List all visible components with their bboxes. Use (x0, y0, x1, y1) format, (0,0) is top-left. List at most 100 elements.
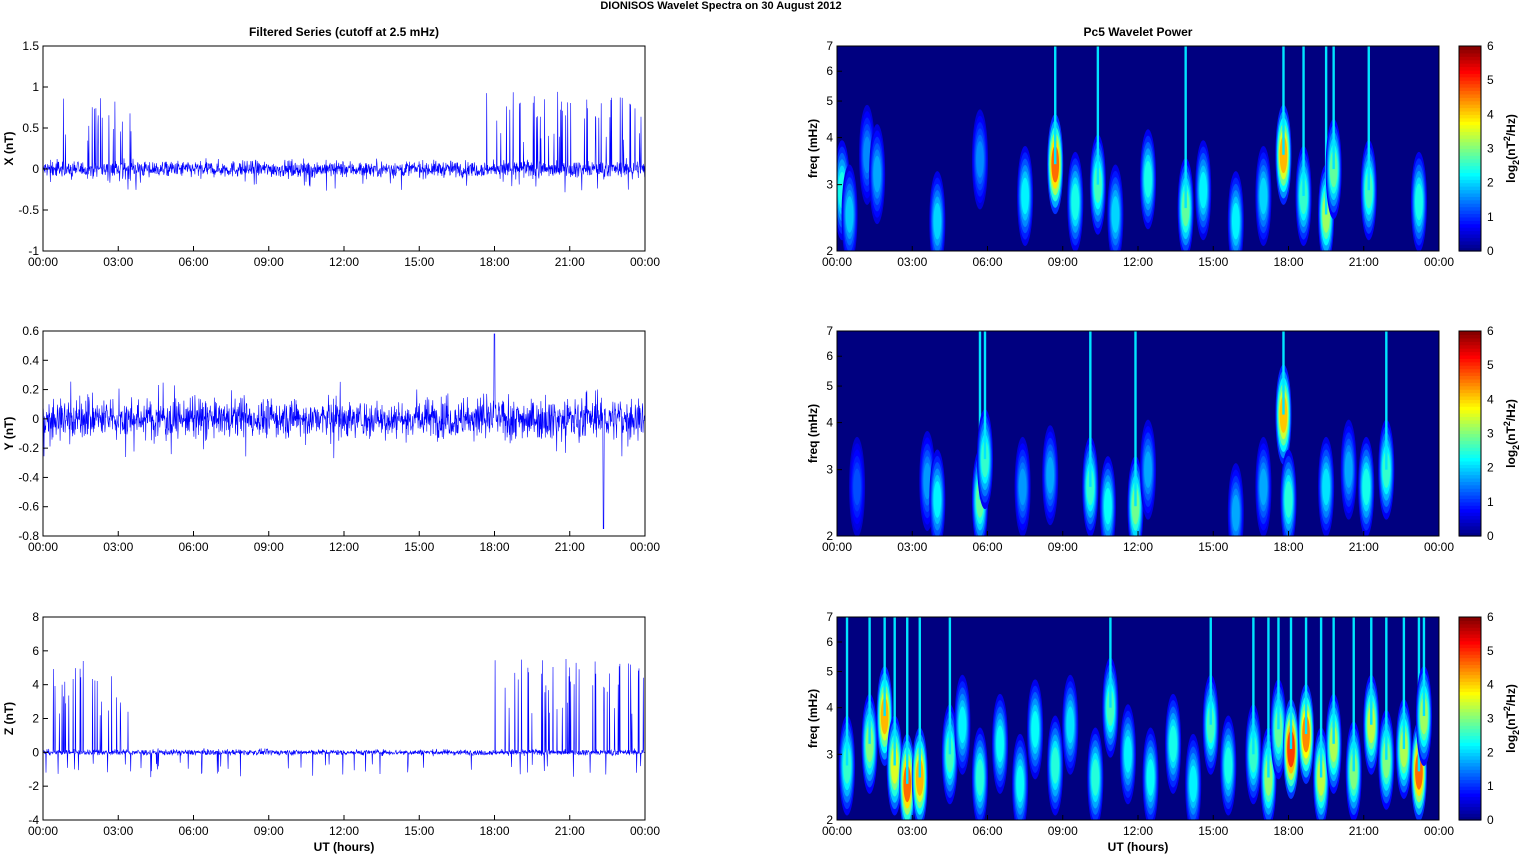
spectrum-1-blob-8 (1067, 151, 1084, 251)
spectrum-3-colorbar-label-part-3: 2 (1502, 706, 1512, 711)
spectrum-1-colorbar-label-part-4: /Hz) (1504, 114, 1518, 136)
spectrum-3-blob-2 (876, 617, 893, 766)
spectrum-1-colorbar-tick-2: 2 (1487, 176, 1494, 190)
panel-x-series-line (42, 91, 646, 193)
spectrum-2-colorbar-tick-1: 1 (1487, 495, 1494, 509)
panel-x-xtick-label-4: 12:00 (329, 255, 359, 269)
spectrum-3-blob-24 (1270, 617, 1287, 780)
panel-x-xtick-label-7: 21:00 (555, 255, 585, 269)
spectrum-2-blob-10 (1140, 419, 1157, 520)
panel-y-xtick-label-6: 18:00 (479, 540, 509, 554)
panel-z-ylabel: Z (nT) (2, 702, 16, 735)
spectrum-3-chart: 2 3 4 5 6 7 freq (mHz) (806, 610, 1440, 827)
spectrum-3-ytick-label-0: 2 (826, 813, 833, 827)
spectrum-2-xtick-label-6: 18:00 (1273, 540, 1303, 554)
spectrum-3-blob-6 (941, 617, 958, 805)
spectrum-3-xtick-label-0: 00:00 (822, 824, 852, 838)
spectrum-3-blob-13 (1062, 674, 1079, 775)
panel-z-ytick-label-0: -4 (28, 813, 39, 827)
spectrum-3-blob-8 (971, 727, 988, 820)
spectrum-2-colorbar-tick-3: 3 (1487, 427, 1494, 441)
panel-y-ylabel: Y (nT) (2, 417, 16, 451)
spectrum-1-blob-13 (1195, 140, 1212, 241)
panel-y-series-line (42, 333, 646, 529)
spectrum-3-colorbar-label: log2(nT2/Hz) (1502, 684, 1521, 753)
spectrum-2-blob-13 (1275, 331, 1292, 465)
spectrum-1-xtick-label-2: 06:00 (972, 255, 1002, 269)
panel-z-xtick-label-7: 21:00 (555, 824, 585, 838)
spectrum-1-background (837, 46, 1439, 251)
spectrum-2-xtick-label-8: 00:00 (1424, 540, 1454, 554)
spectrum-3-xtick-label-3: 09:00 (1048, 824, 1078, 838)
panel-x-plot-area (43, 46, 645, 251)
spectrum-1-xtick-label-5: 15:00 (1198, 255, 1228, 269)
spectrum-2-xtick-label-1: 03:00 (897, 540, 927, 554)
spectrum-3-blob-12 (1047, 715, 1064, 816)
panel-y-ytick-label-0: -0.8 (18, 529, 39, 543)
spectrum-3-colorbar-tick-1: 1 (1487, 779, 1494, 793)
spectrum-3-colorbar-label-part-2: (nT (1504, 711, 1518, 730)
panel-x-xtick-label-0: 00:00 (28, 255, 58, 269)
spectrum-2-colorbar-tick-5: 5 (1487, 358, 1494, 372)
panel-y-xtick-label-0: 00:00 (28, 540, 58, 554)
spectrum-3-blob-29 (1345, 617, 1362, 820)
spectrum-2-chart: 2 3 4 5 6 7 freq (mHz) (806, 324, 1440, 543)
spectrum-1-blob-19 (1325, 46, 1342, 220)
panel-z-ytick-label-4: 4 (32, 678, 39, 692)
panel-x-xtick-label-2: 06:00 (178, 255, 208, 269)
spectrum-1-colorbar-tick-0: 0 (1487, 244, 1494, 258)
spectrum-3-colorbar-frame (1458, 616, 1482, 821)
panel-x-xtick-label-8: 00:00 (630, 255, 660, 269)
panel-y-ytick-label-7: 0.6 (22, 324, 39, 338)
spectrum-1-colorbar-label-part-2: (nT (1504, 141, 1518, 160)
spectrum-3-xtick-label-7: 21:00 (1349, 824, 1379, 838)
spectrum-1-blob-17 (1295, 46, 1312, 246)
spectrum-1-ytick-label-4: 6 (826, 64, 833, 78)
spectrum-1-colorbar-tick-3: 3 (1487, 142, 1494, 156)
spectrum-2-ytick-label-0: 2 (826, 529, 833, 543)
spectrum-3-blob-3 (886, 617, 903, 816)
spectrum-3-xtick-label-6: 18:00 (1273, 824, 1303, 838)
spectrum-1-ylabel: freq (mHz) (806, 119, 820, 178)
spectrum-2-ytick-label-1: 3 (826, 463, 833, 477)
spectrum-2-blob-11 (1227, 463, 1244, 536)
spectrum-3-blob-17 (1142, 727, 1159, 820)
panel-y-ytick-label-1: -0.6 (18, 500, 39, 514)
spectrum-3-blob-7 (954, 674, 971, 775)
panel-y-xtick-label-1: 03:00 (103, 540, 133, 554)
spectrum-1-ytick-label-3: 5 (826, 94, 833, 108)
spectrum-3-colorbar-tick-0: 0 (1487, 813, 1494, 827)
spectrum-1-chart: 2 3 4 5 6 7 freq (mHz) (806, 39, 1440, 258)
spectrum-1-blob-15 (1255, 145, 1272, 246)
spectrum-3-blob-10 (1012, 733, 1029, 820)
spectrum-3-blob-28 (1325, 617, 1342, 794)
spectrum-3-ytick-label-3: 5 (826, 665, 833, 679)
spectrum-1-xtick-label-3: 09:00 (1048, 255, 1078, 269)
panel-z-xtick-label-1: 03:00 (103, 824, 133, 838)
spectrum-1-blobs (837, 46, 1427, 251)
spectrum-2-blob-7 (1082, 331, 1099, 536)
panel-x-ylabel: X (nT) (2, 132, 16, 166)
spectrum-2-blob-0 (849, 436, 866, 536)
spectrum-1-blob-9 (1089, 46, 1106, 235)
panel-y-plot-area (43, 331, 645, 536)
spectrum-2-blob-6 (1042, 425, 1059, 526)
spectrum-3-blob-11 (1027, 679, 1044, 780)
spectrum-1-blob-11 (1140, 129, 1157, 230)
spectrum-1-colorbar-tick-5: 5 (1487, 73, 1494, 87)
spectrum-1-xtick-label-8: 00:00 (1424, 255, 1454, 269)
spectrum-1-blob-1 (841, 164, 858, 251)
panel-y-ytick-label-3: -0.2 (18, 441, 39, 455)
panel-z-xtick-label-6: 18:00 (479, 824, 509, 838)
spectrum-1-ytick-label-5: 7 (826, 39, 833, 53)
spectrum-3-xtick-label-2: 06:00 (972, 824, 1002, 838)
spectrum-1-blob-16 (1275, 46, 1292, 205)
spectrum-1-colorbar-tick-4: 4 (1487, 107, 1494, 121)
spectrum-2-colorbar-frame (1458, 330, 1482, 537)
x-axis-label-right: UT (hours) (1108, 840, 1169, 854)
spectrum-1-xtick-label-1: 03:00 (897, 255, 927, 269)
